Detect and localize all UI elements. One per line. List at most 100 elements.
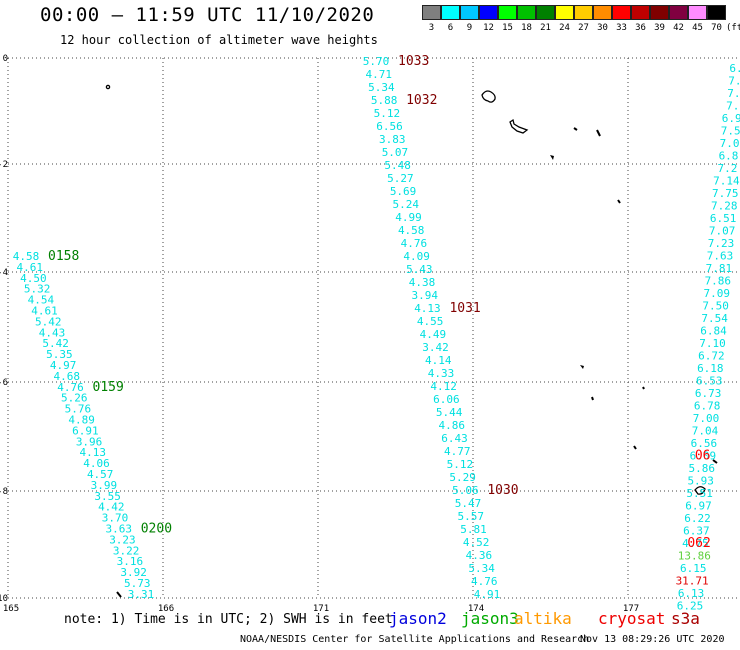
island-marker [550, 155, 554, 160]
scale-swatch [707, 5, 726, 20]
wave-height-label: 6.09 [690, 450, 717, 463]
wave-height-label: 7.00 [693, 412, 720, 425]
wave-height-label: 6.43 [441, 432, 468, 445]
wave-height-label: 4.76 [401, 237, 428, 250]
wave-height-label: 4.38 [409, 276, 436, 289]
satellite-name: s3a [671, 609, 700, 628]
wave-height-label: 5.42 [42, 337, 69, 350]
wave-height-label: 4.43 [39, 326, 66, 339]
generated-timestamp: Nov 13 08:29:26 UTC 2020 [580, 634, 725, 645]
wave-height-label: 6.25 [677, 600, 704, 613]
wave-height-label: 6.73 [695, 387, 722, 400]
wave-height-label: 7.81 [706, 262, 733, 275]
time-label: 06 [695, 449, 711, 464]
wave-height-label: 5.34 [468, 562, 495, 575]
latitude-tick-label: -4 [0, 268, 8, 278]
wave-height-label: 7. [726, 100, 739, 113]
scale-swatch [574, 5, 593, 20]
wave-height-label: 5.43 [406, 263, 433, 276]
scale-label: 30 [597, 23, 608, 33]
wave-height-label: 5.26 [61, 392, 88, 405]
wave-height-label: 5.42 [35, 315, 62, 328]
wave-height-label: 4.89 [68, 414, 95, 427]
longitude-tick-label: 165 [3, 604, 19, 614]
wave-height-label: 4.13 [80, 446, 107, 459]
wave-height-label: 13.86 [678, 550, 711, 563]
wave-height-label: 3.55 [94, 490, 121, 503]
scale-swatch [536, 5, 555, 20]
island-outlines [105, 84, 718, 598]
island-marker [591, 396, 594, 401]
wave-height-label: 6.13 [678, 587, 705, 600]
wave-height-label: 5.35 [46, 348, 73, 361]
longitude-tick-label: 177 [623, 604, 639, 614]
time-label: 1030 [487, 483, 518, 498]
wave-height-label: 4.61 [31, 305, 58, 318]
scale-label: 45 [692, 23, 703, 33]
scale-label: 70 [711, 23, 722, 33]
wave-height-label: 6.56 [691, 437, 718, 450]
scale-swatch [479, 5, 498, 20]
wave-height-label: 3.16 [117, 555, 144, 568]
wave-height-label: 3.31 [128, 588, 155, 601]
scale-swatch [517, 5, 536, 20]
wave-height-label: 5.86 [689, 462, 716, 475]
map-grid: 165 166 171 174 177 0 -2 -4 -6 -8 -10 [0, 54, 740, 614]
scale-swatch [631, 5, 650, 20]
time-label: 1033 [398, 54, 429, 69]
altimeter-tracks: 4.584.614.505.324.544.615.424.435.425.35… [13, 54, 740, 613]
wave-height-label: 3.22 [113, 544, 140, 557]
wave-height-label: 6.18 [697, 362, 724, 375]
wave-height-label: 4.13 [414, 302, 441, 315]
island-marker [509, 118, 529, 134]
wave-height-label: 6.9 [722, 112, 740, 125]
wave-height-label: 3.99 [91, 479, 118, 492]
island-marker [642, 386, 645, 390]
scale-label: 39 [654, 23, 665, 33]
wave-height-label: 7.04 [692, 425, 719, 438]
latitude-tick-label: -2 [0, 160, 8, 170]
scale-swatch [460, 5, 479, 20]
wave-height-label: 4.54 [28, 294, 55, 307]
longitude-tick-label: 171 [313, 604, 329, 614]
wave-height-label: 6.91 [72, 424, 99, 437]
wave-height-label: 6.37 [683, 525, 710, 538]
wave-height-label: 4.55 [417, 315, 444, 328]
wave-height-label: 5.32 [24, 283, 51, 296]
wave-height-label: 5.12 [447, 458, 474, 471]
latitude-tick-label: -10 [0, 594, 8, 604]
wave-height-label: 5.12 [374, 107, 401, 120]
scale-label: 6 [447, 23, 454, 33]
scale-label: 3 [428, 23, 435, 33]
wave-height-label: 3.63 [105, 523, 132, 536]
wave-height-label: 7.86 [705, 275, 732, 288]
wave-height-label: 7.2 [718, 162, 738, 175]
wave-height-label: 5.88 [371, 94, 398, 107]
credit-text: NOAA/NESDIS Center for Satellite Applica… [240, 634, 590, 645]
time-label: 0158 [48, 249, 79, 264]
wave-height-label: 4.71 [365, 68, 392, 81]
wave-height-label: 5.48 [384, 159, 411, 172]
scale-swatch [612, 5, 631, 20]
wave-height-label: 5.70 [363, 55, 390, 68]
wave-height-label: 4.52 [463, 536, 490, 549]
scale-swatch [422, 5, 441, 20]
wave-height-label: 7.28 [711, 200, 738, 213]
map-subtitle: 12 hour collection of altimeter wave hei… [60, 33, 378, 47]
island-marker [580, 365, 584, 369]
wave-height-label: 4.42 [98, 501, 125, 514]
wave-height-label: 4.76 [471, 575, 498, 588]
wave-height-label: 7.5 [721, 125, 740, 138]
latitude-tick-label: 0 [3, 54, 8, 64]
wave-height-label: 4.86 [439, 419, 466, 432]
wave-height-label: 5.57 [458, 510, 485, 523]
scale-label: 36 [635, 23, 646, 33]
scale-label: 15 [502, 23, 513, 33]
wave-height-label: 7. [727, 87, 740, 100]
scale-swatch [555, 5, 574, 20]
wave-height-label: 7.09 [703, 287, 730, 300]
wave-height-label: 3.23 [109, 533, 136, 546]
scale-label: 12 [483, 23, 494, 33]
island-marker [596, 129, 601, 137]
wave-height-label: 5.29 [449, 471, 476, 484]
